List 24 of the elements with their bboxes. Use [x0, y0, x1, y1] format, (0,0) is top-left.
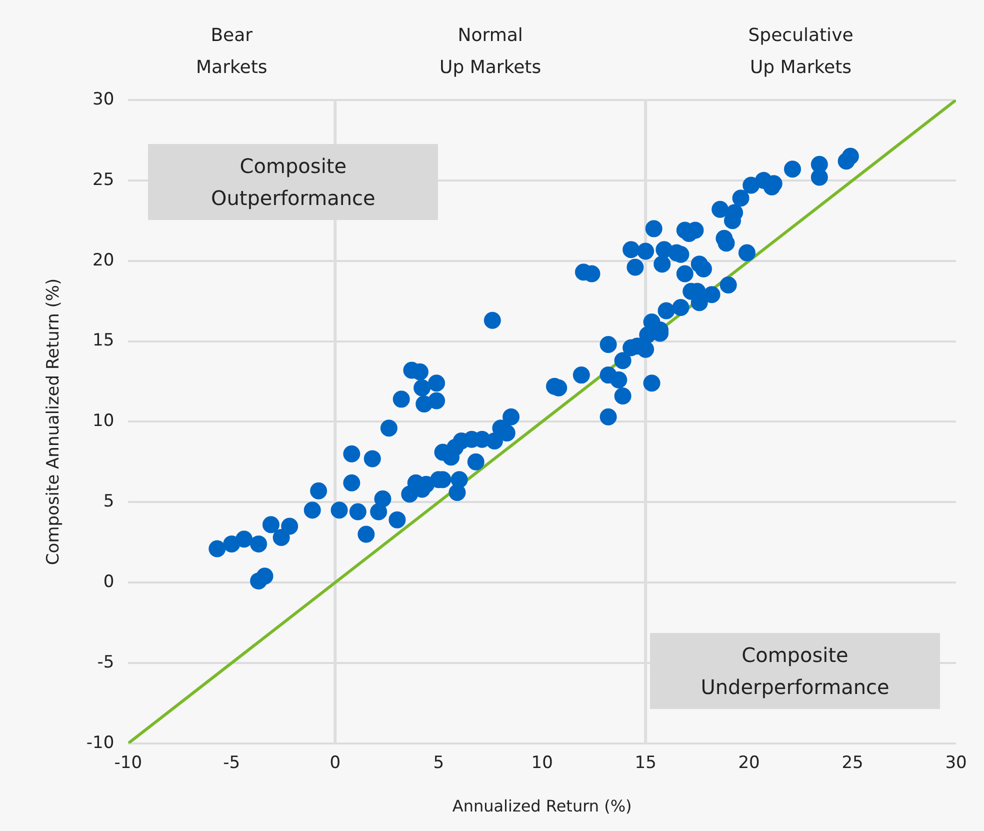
y-tick-label: 0: [103, 572, 114, 592]
x-tick-label: 5: [433, 753, 444, 774]
x-tick-label: 0: [330, 753, 341, 774]
text-box: Composite Underperformance: [650, 633, 940, 710]
x-tick-label: 15: [634, 753, 656, 774]
y-tick-label: 15: [92, 330, 114, 351]
y-tick-label: 30: [92, 89, 114, 110]
x-tick-label: 30: [945, 753, 967, 774]
y-tick-label: 5: [103, 492, 114, 512]
y-tick-label: 20: [92, 250, 114, 270]
text: Bear Markets: [196, 24, 268, 80]
x-tick-label: 20: [738, 753, 760, 774]
y-tick-label: 10: [92, 411, 114, 432]
y-tick-label: -10: [86, 732, 114, 753]
text: Speculative Up Markets: [748, 24, 854, 80]
text-box: Composite Outperformance: [148, 144, 438, 220]
text: Normal Up Markets: [440, 24, 542, 80]
y-tick-label: 25: [92, 170, 114, 190]
x-axis-title: Annualized Return (%): [452, 796, 632, 816]
x-tick-label: 10: [531, 753, 553, 774]
x-tick-label: -5: [223, 753, 240, 774]
x-tick-label: 25: [842, 753, 864, 774]
y-tick-label: -5: [97, 652, 114, 672]
y-axis-title: Composite Annualized Return (%): [44, 278, 64, 566]
